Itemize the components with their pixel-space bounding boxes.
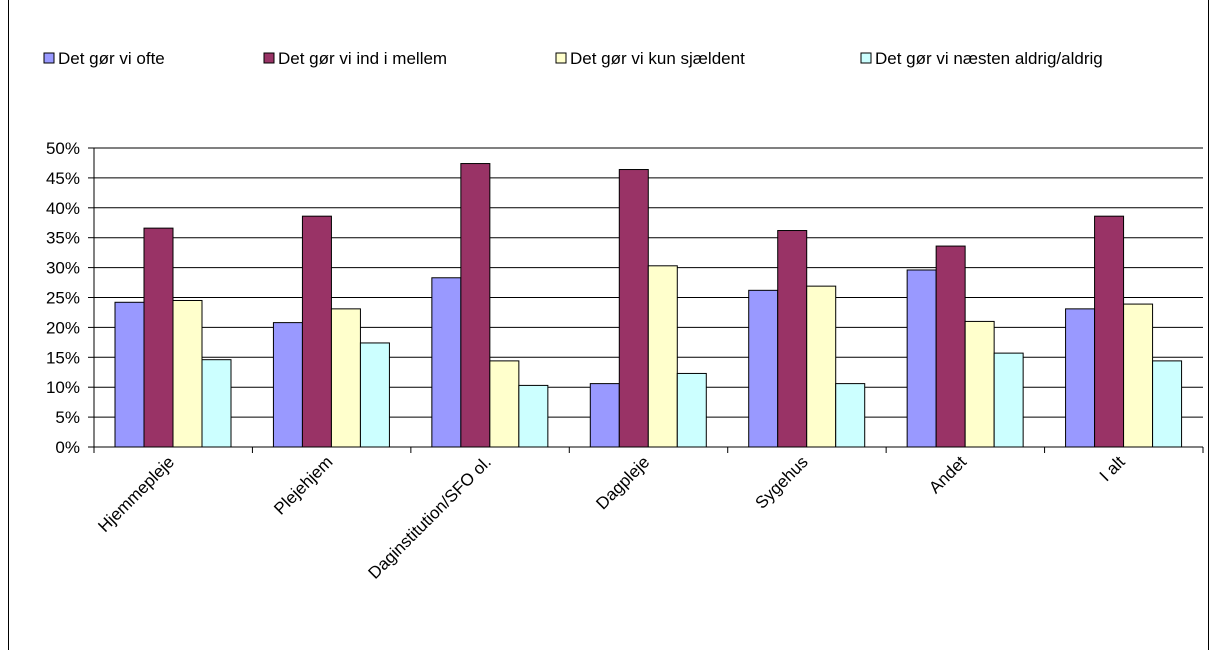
bars bbox=[114, 163, 1183, 448]
legend-swatch bbox=[263, 52, 275, 64]
legend-label: Det gør vi ofte bbox=[58, 49, 165, 68]
legend-swatch bbox=[860, 52, 872, 64]
bar bbox=[647, 265, 678, 448]
y-tick-label: 30% bbox=[46, 259, 80, 278]
y-tick-label: 25% bbox=[46, 289, 80, 308]
y-axis-ticks: 0% 5% 10% 15% 20% 25% 30% 35% 40% 45% 50% bbox=[46, 139, 94, 457]
bar bbox=[748, 289, 779, 448]
bar bbox=[1065, 308, 1096, 448]
y-tick-label: 35% bbox=[46, 229, 80, 248]
legend-label: Det gør vi kun sjældent bbox=[570, 49, 745, 68]
bar bbox=[1152, 360, 1183, 448]
y-tick-label: 40% bbox=[46, 199, 80, 218]
legend-item: Det gør vi ind i mellem bbox=[263, 49, 447, 68]
bar bbox=[330, 308, 361, 448]
legend-item: Det gør vi ofte bbox=[43, 49, 165, 68]
bar bbox=[489, 360, 520, 448]
bar bbox=[272, 322, 303, 448]
bar bbox=[589, 383, 620, 448]
bar bbox=[964, 320, 995, 448]
bar bbox=[618, 169, 649, 448]
y-tick-label: 5% bbox=[55, 408, 80, 427]
y-tick-label: 10% bbox=[46, 378, 80, 397]
bar bbox=[935, 245, 966, 448]
bar bbox=[906, 269, 937, 448]
legend-swatch bbox=[555, 52, 567, 64]
y-tick-label: 20% bbox=[46, 318, 80, 337]
legend-swatch bbox=[43, 52, 55, 64]
legend: Det gør vi ofte Det gør vi ind i mellem De… bbox=[43, 49, 1103, 68]
bar bbox=[359, 342, 390, 448]
bar bbox=[806, 285, 837, 448]
bar bbox=[777, 230, 808, 448]
bar bbox=[201, 359, 232, 448]
legend-label: Det gør vi ind i mellem bbox=[278, 49, 447, 68]
y-tick-label: 45% bbox=[46, 169, 80, 188]
legend-item: Det gør vi næsten aldrig/aldrig bbox=[860, 49, 1103, 68]
bar bbox=[460, 163, 491, 448]
bar bbox=[1123, 303, 1154, 448]
bar bbox=[114, 301, 145, 448]
bar bbox=[518, 384, 549, 448]
y-tick-label: 50% bbox=[46, 139, 80, 158]
chart-border bbox=[8, 0, 1209, 650]
bar bbox=[676, 372, 707, 448]
legend-label: Det gør vi næsten aldrig/aldrig bbox=[875, 49, 1103, 68]
y-tick-label: 15% bbox=[46, 348, 80, 367]
bar bbox=[301, 215, 332, 448]
bar bbox=[143, 227, 174, 448]
bar bbox=[172, 299, 203, 448]
bar bbox=[993, 352, 1024, 448]
bar bbox=[431, 277, 462, 448]
y-tick-label: 0% bbox=[55, 438, 80, 457]
bar bbox=[835, 383, 866, 448]
bar bbox=[1094, 215, 1125, 448]
legend-item: Det gør vi kun sjældent bbox=[555, 49, 745, 68]
